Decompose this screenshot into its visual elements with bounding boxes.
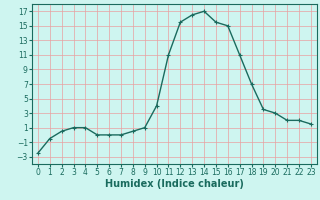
X-axis label: Humidex (Indice chaleur): Humidex (Indice chaleur): [105, 179, 244, 189]
